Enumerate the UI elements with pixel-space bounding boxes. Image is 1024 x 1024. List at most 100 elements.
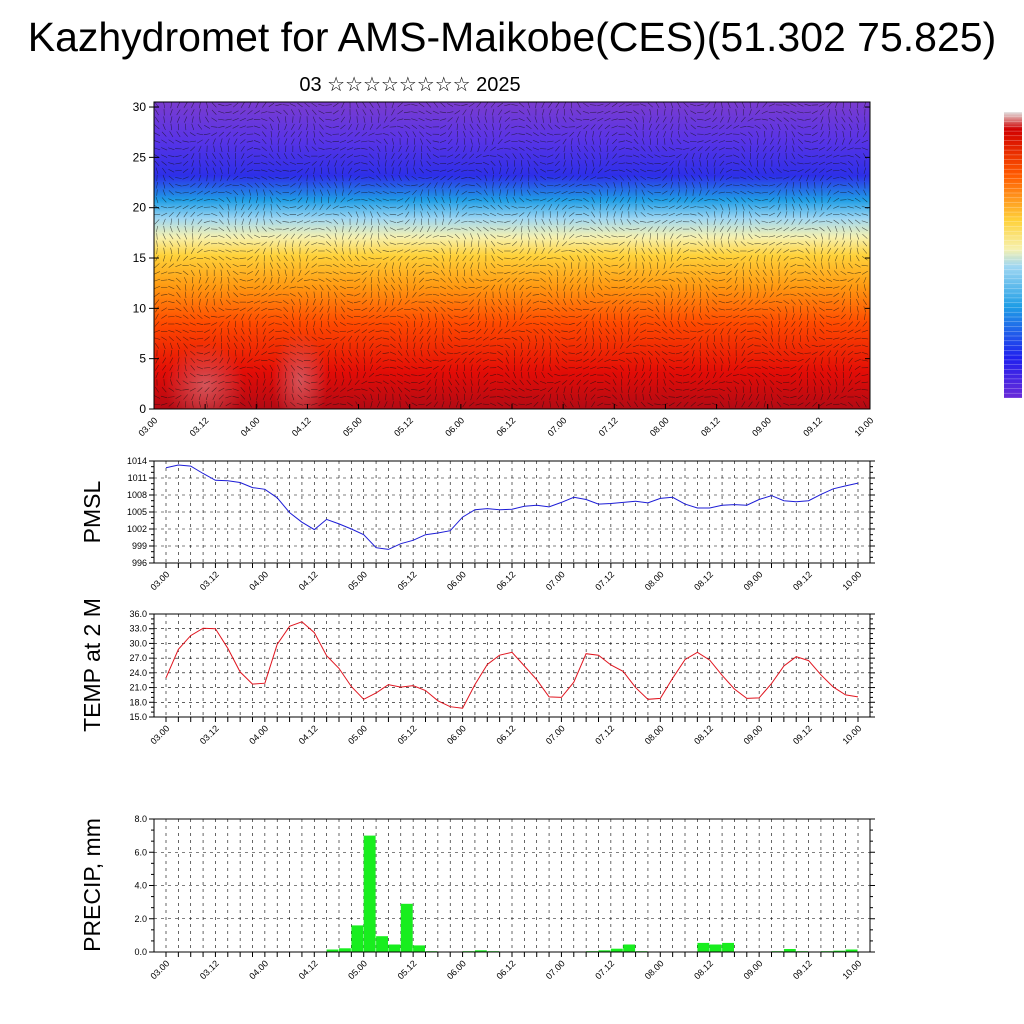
wind-vector [377,240,381,247]
wind-vector [204,190,211,195]
wind-vector [840,279,847,281]
wind-vector [432,119,440,121]
wind-vector [420,342,423,350]
wind-vector [448,240,452,247]
wind-vector [532,264,540,267]
wind-vector [305,262,309,269]
wind-vector [297,102,303,108]
wind-vector [355,364,359,371]
wind-vector [691,291,695,298]
wind-vector [263,211,266,218]
wind-vector [318,154,325,158]
wind-vector [756,255,759,262]
wind-vector [604,380,611,385]
wind-vector [168,190,174,196]
wind-vector [233,131,239,137]
wind-vector [827,189,831,196]
wind-vector [211,132,218,137]
wind-vector [203,380,211,384]
wind-vector [797,227,804,231]
wind-vector [761,242,768,245]
wind-vector [383,219,389,225]
wind-vector [275,315,282,318]
wind-vector [282,221,289,223]
wind-vector [283,233,289,239]
wind-vector [525,264,532,268]
wind-vector [621,386,623,393]
section-x-tick-label: 09.00 [750,415,773,438]
wind-vector [491,247,495,255]
wind-vector [319,313,324,320]
wind-vector [469,131,474,138]
wind-vector [248,342,251,350]
wind-vector [811,344,818,347]
wind-vector [354,182,360,188]
wind-vector [475,351,482,355]
wind-vector [189,322,196,326]
wind-vector [763,167,767,174]
precip-x-tick-label: 09.00 [742,958,765,981]
wind-vector [682,264,690,267]
wind-vector [497,204,503,210]
temp-series-line [165,621,859,709]
wind-vector [470,393,473,401]
wind-vector [740,322,747,326]
wind-vector [261,111,268,114]
wind-vector [768,307,775,312]
wind-vector [439,293,447,297]
wind-vector [847,351,854,356]
wind-vector [205,291,209,298]
wind-vector [183,343,188,349]
wind-vector [683,131,689,137]
wind-vector [477,371,480,379]
wind-vector [618,140,625,143]
section-x-tick-label: 08.12 [699,415,722,438]
wind-vector [840,402,847,406]
wind-vector [497,402,504,407]
wind-vector [475,190,482,195]
wind-vector [290,328,296,334]
wind-vector [270,255,273,262]
wind-vector [376,358,382,363]
wind-vector [533,160,539,166]
wind-vector [420,138,423,145]
wind-vector [161,161,167,166]
wind-vector [498,174,502,182]
wind-vector [456,240,459,247]
wind-vector [735,203,738,211]
wind-vector [705,350,710,357]
wind-vector [434,211,438,218]
wind-vector [683,358,689,363]
wind-vector [675,395,683,399]
wind-vector [734,269,738,276]
wind-vector [325,387,332,392]
wind-vector [277,364,281,371]
wind-vector [441,204,445,211]
wind-vector [447,162,454,165]
wind-vector [169,225,173,233]
wind-vector [519,197,525,203]
wind-vector [296,344,304,348]
wind-vector [812,401,818,407]
wind-vector [289,206,297,208]
wind-vector [226,263,231,269]
precip-bar [610,948,623,952]
wind-vector [534,218,538,225]
wind-vector [654,154,661,158]
wind-vector [325,395,332,399]
wind-vector [592,138,595,145]
wind-vector [346,272,354,274]
wind-vector [668,155,676,158]
wind-vector [583,175,589,181]
wind-vector [155,364,159,371]
wind-vector [756,291,759,299]
wind-vector [176,401,181,408]
wind-vector [304,344,311,348]
wind-vector [661,219,668,224]
wind-vector [835,364,838,371]
wind-vector [470,386,473,393]
wind-vector [461,315,468,318]
wind-vector [649,262,652,269]
wind-vector [170,123,172,131]
wind-vector [642,116,644,123]
